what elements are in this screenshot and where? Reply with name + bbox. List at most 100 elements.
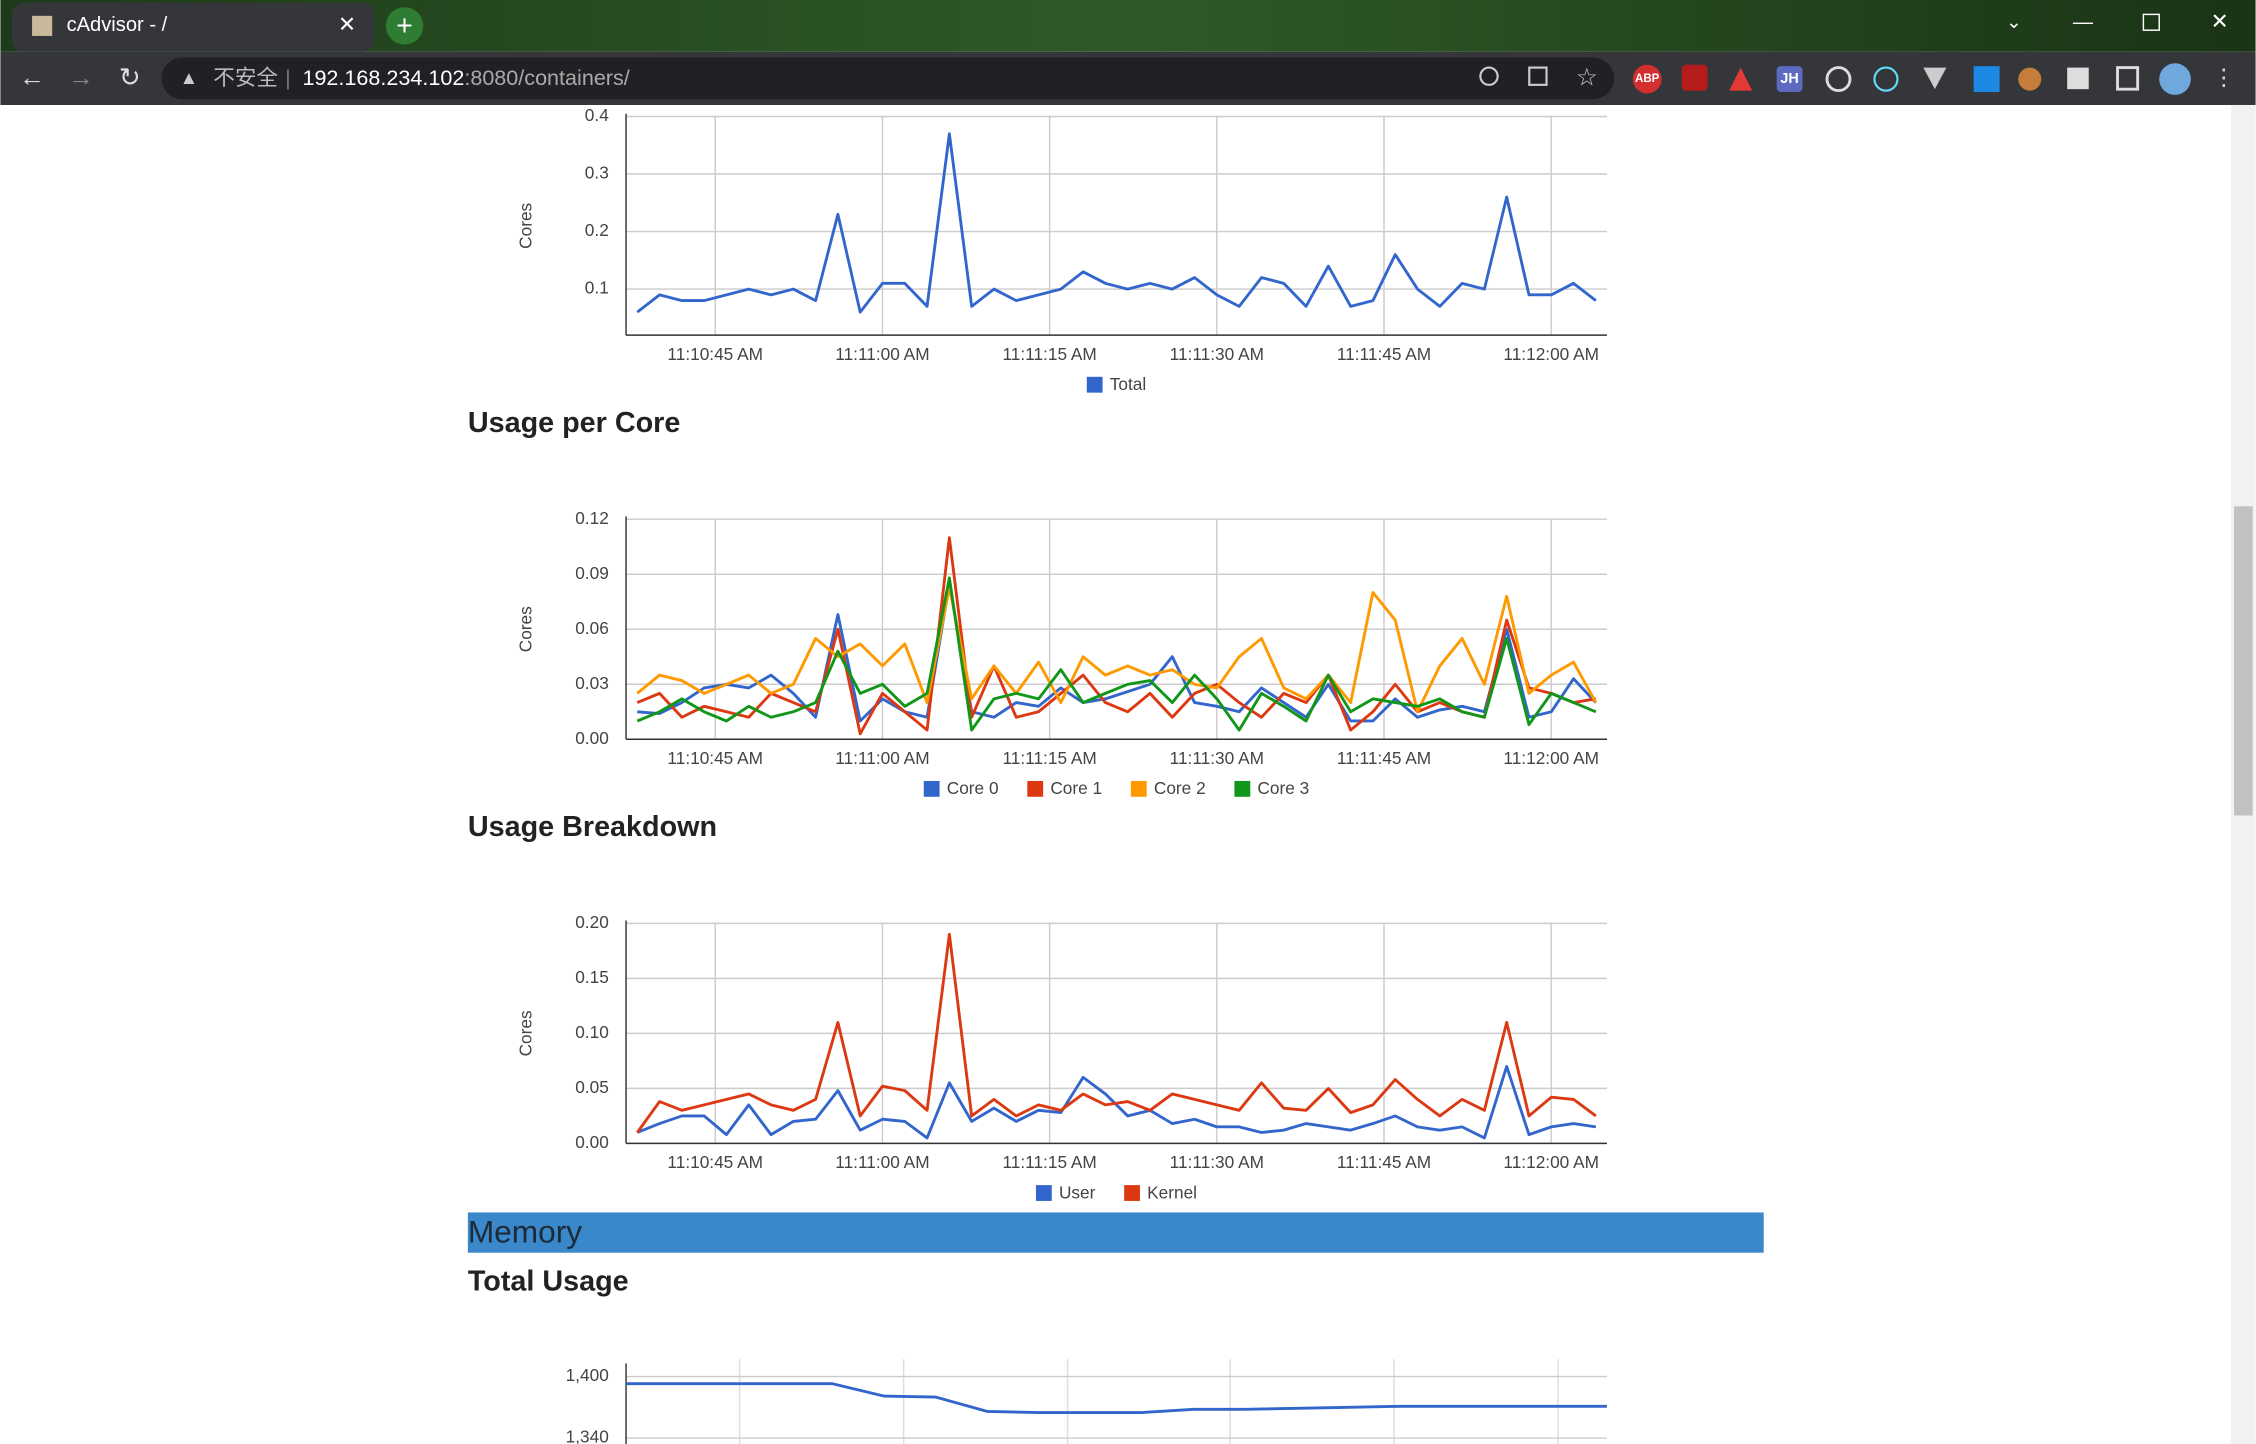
scrollbar-thumb[interactable] (2234, 506, 2253, 816)
legend: Core 0 Core 1 Core 2 Core 3 (923, 778, 1309, 798)
x-tick-label: 11:11:15 AM (1002, 1152, 1096, 1172)
ext-pdf[interactable] (1681, 64, 1708, 91)
legend-label: Total (1110, 374, 1146, 394)
y-tick-label: 0.12 (575, 508, 609, 528)
y-tick-label: 0.4 (585, 105, 609, 125)
new-tab-icon: + (396, 10, 413, 42)
legend-swatch (1124, 1185, 1140, 1201)
y-axis-label: Cores (515, 203, 535, 249)
legend-swatch (1035, 1185, 1052, 1201)
ext-abp-label: ABP (1635, 73, 1660, 85)
bookmark-star[interactable]: ☆ (1576, 65, 1598, 92)
x-tick-label: 11:11:30 AM (1170, 748, 1264, 768)
x-tick-label: 11:12:00 AM (1503, 1152, 1599, 1172)
warning-icon: ▲ (180, 67, 199, 88)
series-line (636, 132, 1597, 314)
tab-title: cAdvisor - / (67, 14, 168, 36)
address-bar[interactable] (161, 57, 1615, 100)
close-window[interactable]: ✕ (2211, 9, 2229, 34)
x-tick-label: 11:11:30 AM (1170, 344, 1264, 364)
y-tick-label: 1,400 (566, 1365, 609, 1385)
url-path: :8080/containers/ (464, 65, 629, 90)
y-tick-label: 0.20 (575, 912, 609, 932)
series-line (626, 1382, 1607, 1414)
chart-heading: Usage per Core (468, 407, 681, 439)
profile[interactable] (2159, 63, 2191, 95)
x-tick-label: 11:11:15 AM (1002, 748, 1096, 768)
y-tick-label: 0.00 (575, 728, 609, 748)
y-axis-label: Cores (515, 606, 535, 652)
legend-swatch (1086, 376, 1103, 393)
ext-circle[interactable] (1825, 66, 1852, 93)
forward[interactable]: → (68, 64, 94, 92)
x-tick-label: 11:11:45 AM (1337, 748, 1431, 768)
ext-vue[interactable] (1923, 67, 1947, 90)
legend: Total (1086, 374, 1146, 394)
series-line (636, 932, 1597, 1134)
y-tick-label: 0.10 (575, 1022, 609, 1042)
series-line (637, 581, 1597, 723)
chart-heading: Usage Breakdown (468, 811, 717, 843)
zoom-icon[interactable] (1479, 66, 1499, 86)
url-host: 192.168.234.102 (302, 65, 464, 90)
legend-swatch (1027, 780, 1044, 797)
legend-label: Core 3 (1257, 778, 1309, 798)
memory-x-grid (738, 1359, 1559, 1444)
x-tick-label: 11:12:00 AM (1503, 344, 1599, 364)
legend-label: User (1059, 1182, 1096, 1202)
minimize[interactable]: — (2073, 11, 2094, 33)
x-tick-label: 11:12:00 AM (1503, 748, 1599, 768)
legend-label: Kernel (1147, 1182, 1197, 1202)
share-icon[interactable] (1528, 66, 1548, 86)
x-tick-label: 11:11:00 AM (835, 1152, 929, 1172)
ext-cookie[interactable] (2018, 67, 2042, 91)
y-tick-label: 0.00 (575, 1132, 609, 1152)
ext-abp[interactable] (1632, 64, 1662, 94)
x-tick-label: 11:10:45 AM (667, 1152, 763, 1172)
x-tick-label: 11:11:15 AM (1002, 344, 1096, 364)
y-tick-label: 0.05 (575, 1077, 609, 1097)
y-tick-label: 0.3 (585, 163, 609, 183)
separator: | (285, 65, 291, 90)
ext-jh-label: JH (1780, 71, 1798, 87)
restore[interactable] (2142, 13, 2160, 31)
x-tick-label: 11:10:45 AM (667, 344, 763, 364)
series-line (636, 585, 1598, 714)
ext-red[interactable] (1729, 67, 1753, 91)
y-tick-label: 0.2 (585, 220, 609, 240)
tab[interactable] (11, 2, 375, 52)
legend-swatch (1234, 780, 1251, 797)
back[interactable]: ← (19, 64, 45, 92)
y-tick-label: 1,340 (566, 1427, 609, 1444)
legend-label: Core 1 (1050, 778, 1102, 798)
extensions-menu[interactable] (2067, 67, 2089, 90)
favicon (32, 15, 53, 36)
reload[interactable]: ↻ (119, 64, 141, 92)
x-tick-label: 11:11:00 AM (835, 344, 929, 364)
ext-blue[interactable] (1973, 66, 2000, 93)
y-tick-label: 0.1 (585, 278, 609, 298)
side-panel[interactable] (2116, 66, 2140, 91)
legend-label: Core 0 (947, 778, 999, 798)
series-line (636, 536, 1597, 736)
url: 192.168.234.102:8080/containers/ (302, 65, 629, 90)
tab-strip (0, 0, 2256, 52)
y-tick-label: 0.06 (575, 618, 609, 638)
tab-search[interactable]: ⌄ (2006, 11, 2022, 32)
tab-close[interactable]: ✕ (338, 12, 356, 37)
memory-heading: Memory (468, 1213, 582, 1249)
x-tick-label: 11:11:30 AM (1170, 1152, 1264, 1172)
browser-menu[interactable]: ⋮ (2212, 64, 2235, 90)
legend-swatch (1130, 780, 1147, 797)
new-tab[interactable] (385, 7, 424, 45)
x-tick-label: 11:10:45 AM (667, 748, 763, 768)
y-tick-label: 0.03 (575, 673, 609, 693)
legend: User Kernel (1035, 1182, 1197, 1202)
y-tick-label: 0.15 (575, 967, 609, 987)
legend-swatch (923, 780, 940, 797)
ext-react[interactable] (1873, 66, 1899, 92)
series-line (636, 576, 1597, 732)
series-line (636, 1065, 1597, 1140)
ext-jh[interactable] (1776, 66, 1803, 93)
